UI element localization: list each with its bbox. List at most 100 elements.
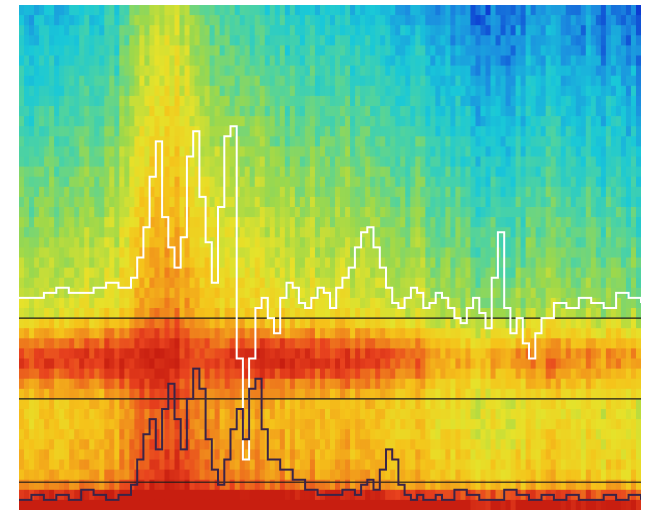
heatmap-cell	[19, 75, 25, 87]
heatmap-cell	[450, 459, 457, 471]
heatmap-cell	[510, 308, 517, 319]
heatmap-cell	[244, 409, 251, 420]
heatmap-cell	[104, 126, 110, 137]
heatmap-cell	[254, 267, 261, 279]
heatmap-cell	[370, 196, 376, 208]
heatmap-cell	[169, 459, 176, 471]
heatmap-cell	[164, 176, 171, 188]
heatmap-cell	[460, 65, 467, 77]
heatmap-cell	[19, 55, 25, 67]
heatmap-cell	[294, 398, 301, 410]
heatmap-cell	[184, 287, 191, 299]
heatmap-cell	[515, 35, 522, 46]
heatmap-cell	[500, 146, 507, 158]
heatmap-cell	[64, 358, 70, 370]
heatmap-cell	[450, 479, 457, 491]
heatmap-cell	[224, 398, 231, 410]
heatmap-cell	[214, 176, 221, 188]
heatmap-cell	[440, 196, 446, 208]
heatmap-cell	[505, 439, 512, 450]
heatmap-cell	[515, 368, 522, 380]
heatmap-cell	[299, 65, 306, 77]
heatmap-cell	[375, 55, 381, 67]
heatmap-cell	[124, 267, 130, 279]
heatmap-cell	[294, 368, 301, 380]
heatmap-cell	[445, 65, 451, 77]
heatmap-cell	[410, 439, 416, 450]
heatmap-cell	[510, 348, 517, 360]
heatmap-cell	[289, 227, 296, 238]
heatmap-cell	[79, 166, 85, 178]
heatmap-cell	[49, 186, 55, 198]
heatmap-cell	[385, 126, 391, 137]
heatmap-cell	[345, 398, 351, 410]
heatmap-cell	[465, 469, 472, 481]
heatmap-cell	[365, 398, 371, 410]
heatmap-cell	[274, 217, 281, 228]
heatmap-cell	[174, 237, 181, 248]
heatmap-cell	[309, 308, 316, 319]
heatmap-cell	[224, 25, 231, 36]
heatmap-cell	[64, 146, 70, 158]
heatmap-cell	[224, 499, 231, 510]
heatmap-cell	[304, 277, 311, 289]
heatmap-cell	[324, 156, 331, 168]
heatmap-cell	[335, 358, 341, 370]
heatmap-cell	[405, 287, 411, 299]
heatmap-cell	[134, 499, 140, 510]
heatmap-cell	[475, 15, 482, 26]
heatmap-cell	[480, 65, 487, 77]
heatmap-cell	[179, 368, 186, 380]
heatmap-cell	[204, 45, 211, 57]
heatmap-cell	[214, 156, 221, 168]
heatmap-cell	[299, 25, 306, 36]
heatmap-cell	[239, 15, 246, 26]
heatmap-cell	[84, 378, 90, 390]
heatmap-cell	[485, 227, 492, 238]
heatmap-cell	[289, 106, 296, 117]
heatmap-cell	[189, 65, 196, 77]
heatmap-cell	[370, 489, 376, 501]
heatmap-cell	[74, 388, 80, 400]
heatmap-cell	[79, 358, 85, 370]
heatmap-cell	[445, 419, 451, 430]
heatmap-cell	[109, 398, 115, 410]
heatmap-cell	[284, 247, 291, 259]
heatmap-cell	[355, 338, 361, 349]
heatmap-cell	[129, 378, 135, 390]
heatmap-cell	[400, 308, 406, 319]
heatmap-cell	[294, 237, 301, 248]
heatmap-cell	[385, 429, 391, 440]
heatmap-cell	[19, 328, 25, 339]
heatmap-cell	[410, 95, 416, 107]
heatmap-cell	[284, 429, 291, 440]
heatmap-cell	[405, 196, 411, 208]
heatmap-cell	[475, 156, 482, 168]
heatmap-cell	[89, 308, 95, 319]
heatmap-cell	[490, 35, 497, 46]
heatmap-cell	[24, 65, 30, 77]
heatmap-cells	[19, 5, 641, 510]
heatmap-cell	[189, 55, 196, 67]
heatmap-cell	[114, 126, 120, 137]
heatmap-cell	[74, 358, 80, 370]
heatmap-cell	[184, 479, 191, 491]
heatmap-cell	[460, 348, 467, 360]
heatmap-cell	[249, 217, 256, 228]
heatmap-cell	[299, 308, 306, 319]
heatmap-cell	[114, 25, 120, 36]
heatmap-cell	[355, 499, 361, 510]
heatmap-cell	[304, 136, 311, 147]
heatmap-cell	[89, 55, 95, 67]
heatmap-cell	[244, 75, 251, 87]
heatmap-cell	[314, 95, 321, 107]
heatmap-cell	[475, 499, 482, 510]
heatmap-cell	[194, 196, 201, 208]
heatmap-cell	[124, 176, 130, 188]
heatmap-cell	[430, 5, 436, 16]
heatmap-cell	[144, 85, 151, 97]
heatmap-cell	[294, 116, 301, 127]
heatmap-cell	[415, 75, 421, 87]
heatmap-cell	[480, 156, 487, 168]
heatmap-cell	[99, 196, 105, 208]
